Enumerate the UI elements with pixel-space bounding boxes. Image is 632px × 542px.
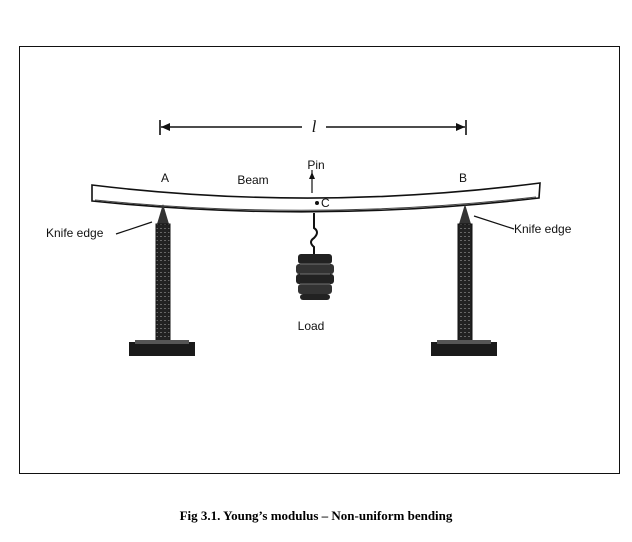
pin-dot	[315, 201, 319, 205]
diagram-frame	[19, 46, 620, 474]
knife-edge-right-label: Knife edge	[514, 222, 572, 236]
knife-edge-left-label: Knife edge	[46, 226, 104, 240]
pin-label: Pin	[307, 158, 324, 172]
point-a-label: A	[161, 171, 169, 185]
right-knife-edge-support	[431, 204, 497, 356]
knife-edge-right-leader	[473, 215, 515, 230]
beam	[91, 182, 541, 213]
point-b-label: B	[459, 171, 467, 185]
beam-label: Beam	[237, 173, 268, 187]
load-hanger	[310, 213, 318, 254]
point-c-label: C	[321, 196, 330, 210]
left-knife-edge-support	[129, 204, 195, 356]
load-weights	[296, 254, 334, 300]
figure-caption: Fig 3.1. Young’s modulus – Non-uniform b…	[179, 508, 453, 523]
knife-edge-left-leader	[115, 221, 153, 235]
length-dimension: l	[159, 117, 467, 136]
length-label: l	[312, 117, 317, 136]
load-label: Load	[298, 319, 325, 333]
